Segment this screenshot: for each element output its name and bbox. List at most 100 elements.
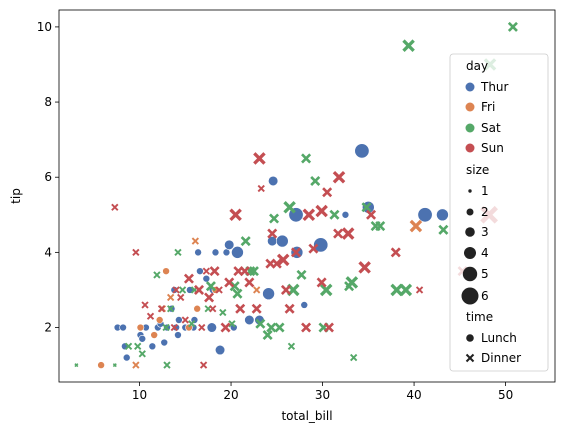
point-sat-dinner: [138, 350, 146, 358]
point-thur-lunch: [170, 286, 179, 294]
point-thur-lunch: [224, 239, 235, 250]
point-sun-dinner: [257, 184, 265, 193]
point-sat-dinner: [248, 266, 259, 277]
point-sat-dinner: [301, 153, 312, 164]
point-sun-dinner: [199, 361, 208, 369]
legend-size-3-marker: [465, 227, 475, 237]
point-sun-dinner: [239, 266, 250, 277]
point-sun-dinner: [251, 303, 262, 314]
legend-lunch-marker: [466, 334, 474, 342]
point-sun-dinner: [244, 277, 255, 288]
point-thur-lunch: [214, 344, 226, 356]
x-tick-label: 20: [223, 388, 238, 402]
point-sat-dinner: [163, 361, 171, 369]
point-thur-lunch: [268, 175, 279, 187]
point-sun-dinner: [177, 293, 185, 302]
point-sun-dinner: [284, 303, 295, 314]
point-thur-lunch: [194, 248, 202, 257]
point-fri-lunch: [193, 304, 201, 313]
point-sat-dinner: [507, 21, 518, 32]
point-sun-dinner: [111, 203, 119, 211]
point-sat-dinner: [228, 320, 236, 328]
legend-size-5-marker: [462, 266, 478, 282]
point-sun-dinner: [183, 273, 194, 284]
point-sun-dinner: [146, 312, 155, 320]
point-sat-dinner: [178, 286, 187, 294]
point-thur-lunch: [119, 323, 127, 332]
point-sun-dinner: [202, 267, 210, 275]
point-thur-lunch: [275, 234, 289, 248]
point-thur-lunch: [160, 338, 169, 347]
point-sat-dinner: [153, 271, 161, 279]
legend-sun-label: Sun: [481, 141, 504, 155]
legend-size-6-label: 6: [481, 289, 489, 303]
point-fri-dinner: [132, 361, 140, 369]
point-sun-dinner: [332, 170, 346, 184]
point-sun-dinner: [271, 258, 282, 269]
point-sun-dinner: [209, 266, 220, 277]
x-axis-label: total_bill: [281, 409, 332, 423]
point-sun-dinner: [215, 286, 223, 294]
point-sun-dinner: [333, 228, 344, 239]
point-sun-dinner: [181, 316, 189, 324]
point-sun-dinner: [301, 322, 312, 333]
point-sun-dinner: [323, 322, 334, 333]
point-sat-dinner: [350, 353, 358, 362]
point-fri-lunch: [155, 316, 164, 324]
point-thur-lunch: [354, 143, 370, 159]
point-sun-dinner: [157, 305, 166, 313]
point-sat-dinner: [296, 269, 307, 280]
point-sat-dinner: [269, 213, 280, 224]
legend-lunch-label: Lunch: [481, 331, 517, 345]
point-thur-lunch: [300, 301, 309, 309]
point-sun-dinner: [170, 323, 178, 332]
legend-size-1-marker: [468, 189, 472, 193]
x-tick-label: 40: [406, 388, 421, 402]
plot-frame: [58, 9, 556, 383]
point-sat-dinner: [266, 322, 277, 333]
legend-thur-marker: [465, 82, 475, 92]
point-sat-dinner: [188, 320, 196, 328]
point-sat-dinner: [240, 236, 251, 247]
point-sun-dinner: [341, 227, 355, 240]
point-fri-lunch: [97, 361, 105, 369]
y-axis: 2 4 6 8 10: [37, 20, 59, 335]
point-sat-dinner: [162, 323, 170, 332]
x-tick-label: 30: [315, 388, 330, 402]
point-thur-lunch: [229, 323, 238, 332]
point-sun-dinner: [280, 284, 291, 295]
legend-frame: [449, 53, 549, 372]
point-fri-lunch: [150, 331, 158, 339]
legend-sun-marker: [465, 143, 475, 153]
point-sat-dinner: [134, 342, 142, 350]
point-thur-lunch: [175, 316, 183, 324]
point-sat-dinner: [74, 363, 79, 368]
point-thur-lunch: [436, 208, 449, 222]
point-thur-lunch: [196, 267, 204, 275]
point-thur-lunch: [313, 237, 329, 253]
point-sat-dinner: [375, 221, 386, 232]
point-sun-dinner: [204, 292, 215, 303]
point-sat-dinner: [399, 283, 413, 297]
point-sun-dinner: [308, 243, 319, 254]
legend-sat-label: Sat: [481, 121, 501, 135]
y-axis-label: tip: [9, 188, 23, 204]
legend-fri-marker: [465, 102, 475, 112]
point-sun-dinner: [198, 323, 206, 332]
point-thur-lunch: [138, 334, 147, 343]
legend-fri-label: Fri: [481, 100, 495, 114]
y-tick-label: 2: [44, 321, 52, 335]
point-sun-dinner: [209, 305, 217, 313]
point-sun-dinner: [220, 322, 231, 333]
point-sun-dinner: [291, 247, 302, 258]
point-sun-dinner: [358, 261, 371, 274]
legend-size-6-marker: [461, 287, 479, 305]
point-sun-dinner: [141, 301, 149, 309]
point-sun-dinner: [366, 209, 377, 220]
point-sat-dinner: [262, 330, 273, 341]
point-sun-dinner: [253, 152, 266, 165]
legend-title-day: day: [466, 59, 488, 73]
point-fri-dinner: [166, 293, 175, 302]
legend-size-2-label: 2: [481, 205, 489, 219]
